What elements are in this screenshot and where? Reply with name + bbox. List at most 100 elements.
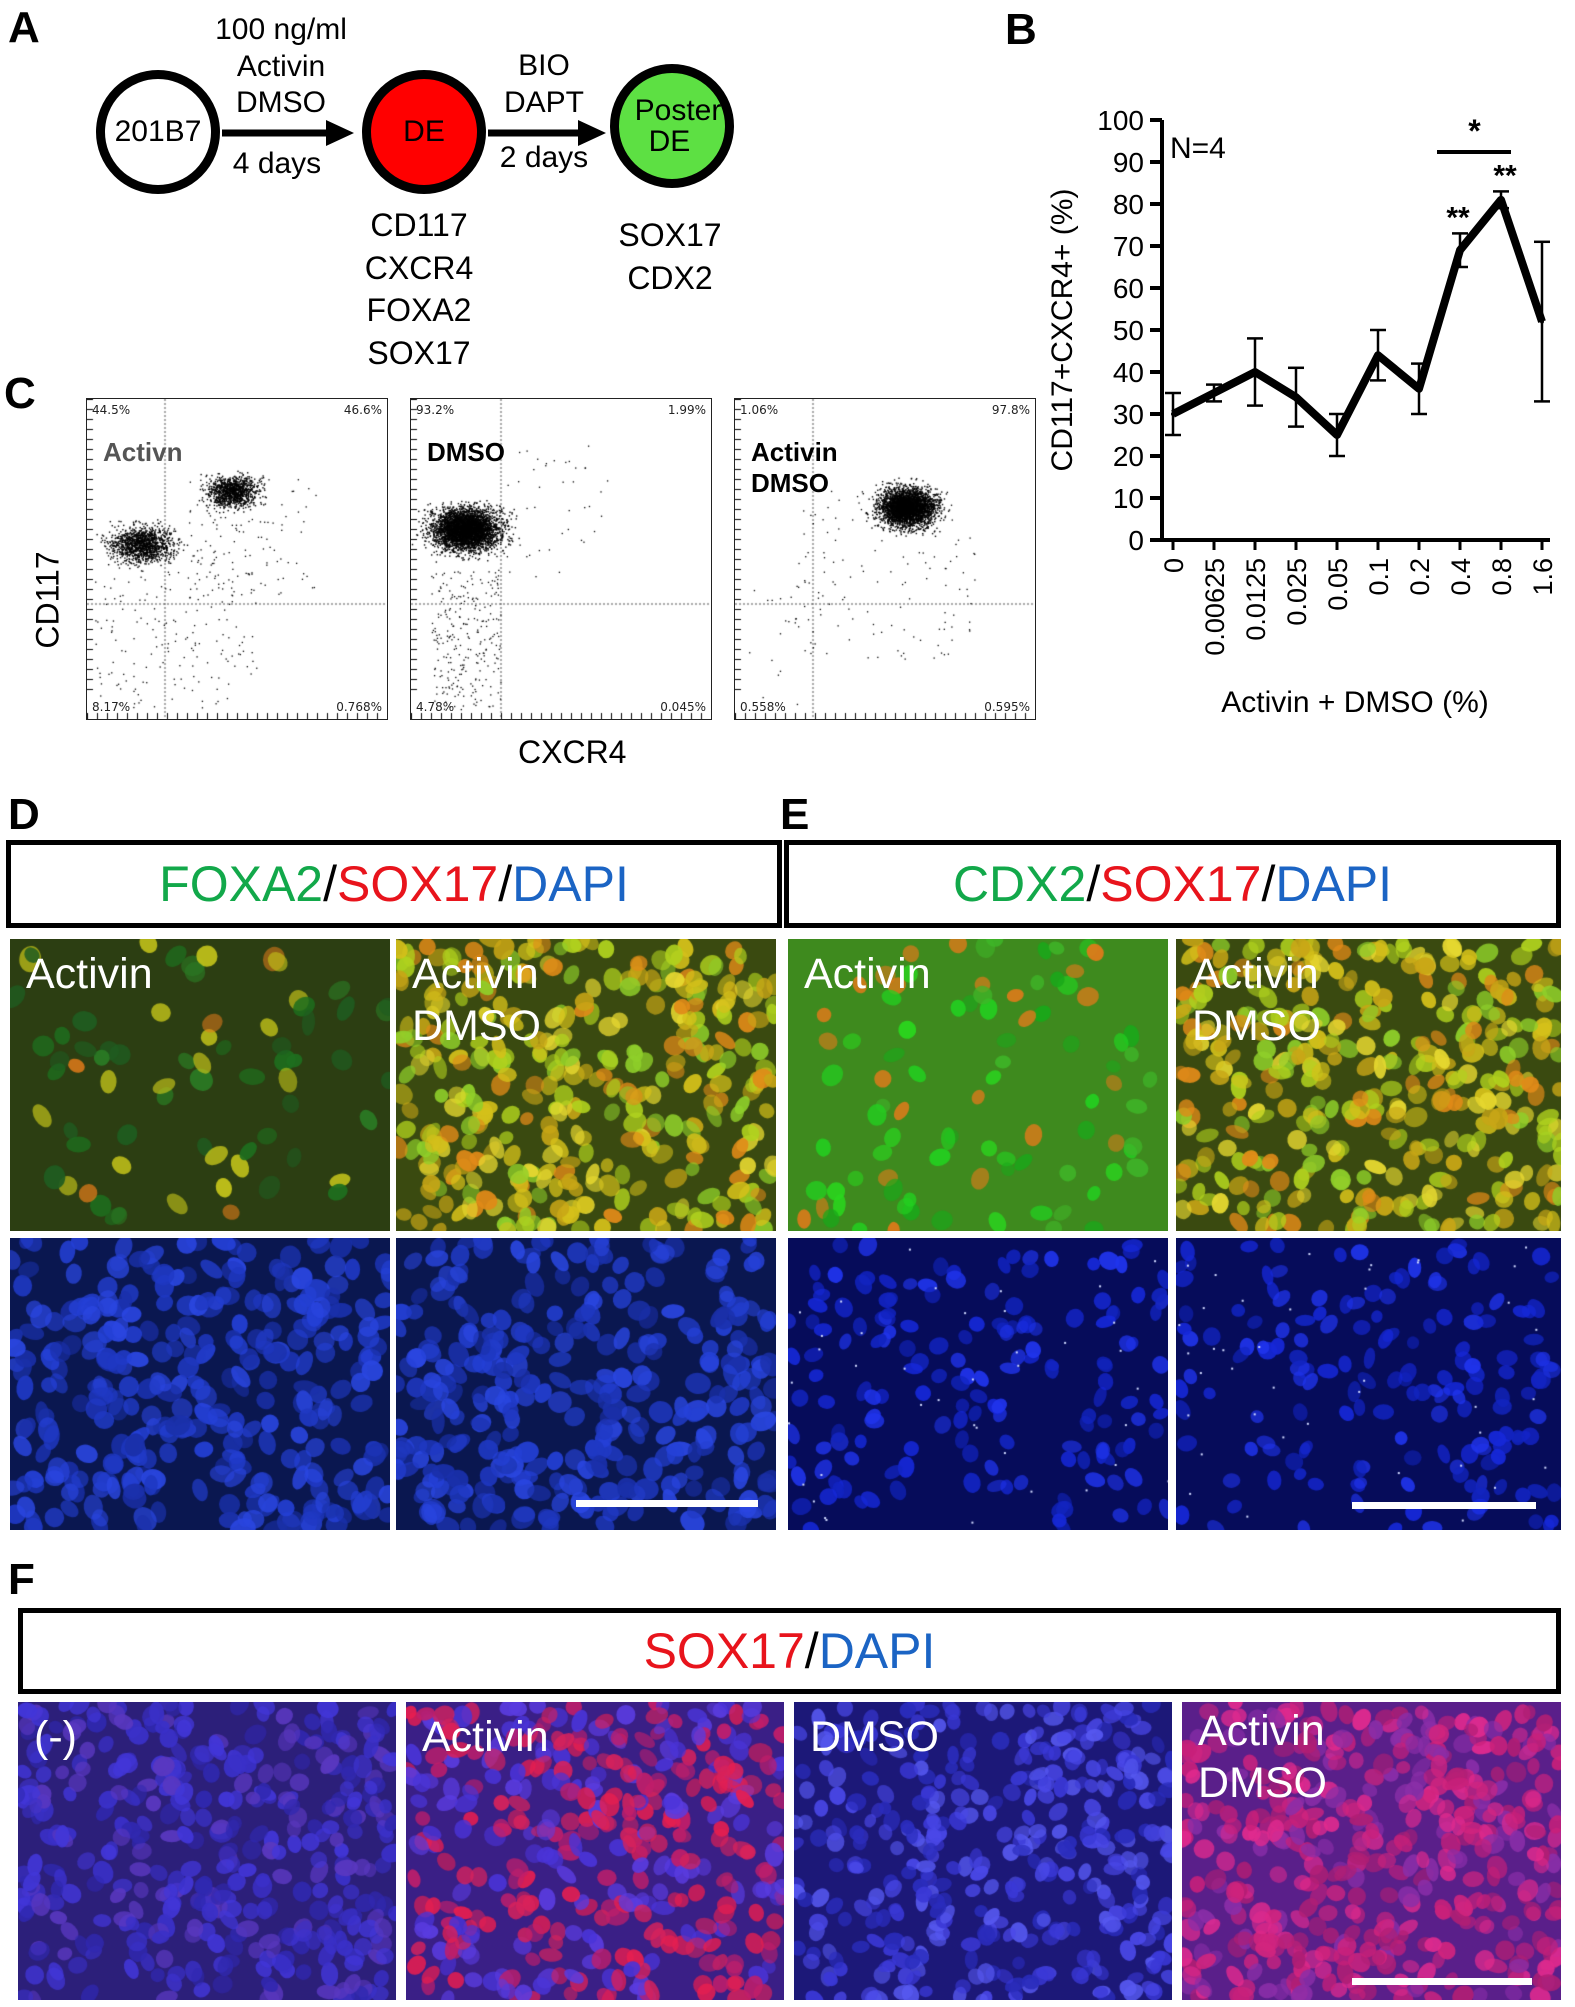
header-sep: / <box>1086 856 1101 912</box>
poster-node-line2: DE <box>648 125 691 158</box>
micrograph-merge: Activin <box>10 939 390 1231</box>
header-dapi: DAPI <box>818 1623 936 1679</box>
arrow-2-icon <box>488 120 606 146</box>
x-tick-label: 0.1 <box>1364 558 1394 596</box>
cell-field <box>10 939 390 1231</box>
x-tick-label: 1.6 <box>1528 558 1558 596</box>
y-tick-label: 20 <box>1113 441 1144 472</box>
step1-days: 4 days <box>232 147 322 180</box>
scale-bar <box>576 1500 758 1507</box>
data-point <box>1294 395 1298 400</box>
micrograph-label: Activin <box>422 1713 549 1761</box>
header-sep: / <box>323 856 338 912</box>
micrograph-label: Activin DMSO <box>1198 1707 1327 1807</box>
de-node-label: DE <box>403 115 445 149</box>
step2-days: 2 days <box>499 141 589 174</box>
x-tick-label: 0.025 <box>1282 558 1312 626</box>
y-tick-label: 40 <box>1113 357 1144 388</box>
header-cdx2: CDX2 <box>952 856 1087 912</box>
micrograph-dapi <box>396 1238 776 1530</box>
micrograph-sox17-dapi: DMSO <box>794 1702 1172 2000</box>
data-point <box>1499 197 1503 202</box>
x-tick-label: 0.8 <box>1487 558 1517 596</box>
micrograph-label: DMSO <box>810 1713 939 1761</box>
arrow-1-icon <box>222 120 354 146</box>
header-sox17: SOX17 <box>643 1623 805 1679</box>
panel-d-header: FOXA2/ SOX17/ DAPI <box>6 840 782 928</box>
micrograph-label: Activin DMSO <box>412 950 541 1050</box>
header-sep: / <box>804 1623 819 1679</box>
flow-plot: 44.5% 46.6% 8.17% 0.768% Activn <box>86 398 388 720</box>
quadrant-bottom-left: 8.17% <box>92 700 131 714</box>
step2-line2: DAPT <box>503 85 584 119</box>
micrograph-sox17-dapi: Activin DMSO <box>1182 1702 1561 2000</box>
quadrant-top-left: 93.2% <box>416 403 455 417</box>
panel-label-e: E <box>780 790 810 839</box>
data-point <box>1171 412 1175 416</box>
step1-conditions: 100 ng/ml Activin DMSO <box>196 12 366 122</box>
step2-conditions: BIO DAPT <box>484 48 604 121</box>
data-point <box>1376 353 1380 358</box>
dose-response-chart: 0 10 20 30 40 50 60 70 80 90 100 0 0.00625 0.0125 0.02… <box>1050 105 1558 719</box>
flow-scatter <box>411 399 711 719</box>
panel-label-c: C <box>4 369 36 418</box>
posterior-de-node: Poster DE <box>610 64 734 188</box>
poster-marker: CDX2 <box>627 259 713 296</box>
quadrant-bottom-left: 4.78% <box>416 700 455 714</box>
data-point <box>1417 386 1421 391</box>
cell-field <box>1182 1702 1561 2000</box>
x-tick-label: 0.0125 <box>1241 558 1271 641</box>
header-sep: / <box>1261 856 1276 912</box>
de-markers: CD117 CXCR4 FOXA2 SOX17 <box>344 204 494 374</box>
quadrant-bottom-right: 0.768% <box>336 700 382 714</box>
data-point <box>1253 370 1257 374</box>
de-marker: CD117 <box>370 207 468 243</box>
x-tick-label: 0.2 <box>1405 558 1435 596</box>
y-tick-label: 70 <box>1113 231 1144 262</box>
cell-field <box>396 939 776 1231</box>
series-line <box>1171 195 1546 439</box>
micrograph-merge: Activin DMSO <box>1176 939 1561 1231</box>
micrograph-label: Activin DMSO <box>1192 950 1321 1050</box>
quadrant-top-left: 44.5% <box>92 403 131 417</box>
start-cell-label: 201B7 <box>114 115 202 149</box>
micrograph-merge: Activin <box>788 939 1168 1231</box>
header-sox17: SOX17 <box>1100 856 1262 912</box>
flow-plot: 1.06% 97.8% 0.558% 0.595% Activin DMSO <box>734 398 1036 720</box>
data-point <box>1458 248 1462 253</box>
cell-field <box>10 1238 390 1530</box>
quadrant-bottom-right: 0.595% <box>984 700 1030 714</box>
start-cell-node: 201B7 <box>96 70 220 194</box>
cell-field <box>396 1238 776 1530</box>
y-tick-label: 60 <box>1113 273 1144 304</box>
flow-condition-label: DMSO <box>427 437 505 467</box>
micrograph-dapi <box>788 1238 1168 1530</box>
x-tick-label: 0 <box>1159 558 1189 573</box>
significance-label: ** <box>1493 159 1517 192</box>
scale-bar <box>1352 1502 1536 1509</box>
data-point <box>1335 433 1339 437</box>
panel-f-header: SOX17/ DAPI <box>18 1608 1561 1694</box>
de-marker: SOX17 <box>367 334 471 371</box>
panel-label-f: F <box>8 1555 35 1604</box>
micrograph-label: Activin <box>26 950 153 998</box>
micrograph-label: (-) <box>34 1713 77 1761</box>
poster-marker: SOX17 <box>618 217 722 253</box>
quadrant-top-right: 1.99% <box>667 403 706 417</box>
y-tick-label: 0 <box>1128 525 1144 556</box>
y-tick-label: 50 <box>1113 315 1144 346</box>
x-axis-title: Activin + DMSO (%) <box>1221 686 1489 719</box>
flow-scatter <box>735 399 1035 719</box>
step1-line1: 100 ng/ml <box>215 13 347 46</box>
step1-line3: DMSO <box>236 86 326 120</box>
cell-field <box>1176 939 1561 1231</box>
flow-plot: 93.2% 1.99% 4.78% 0.045% DMSO <box>410 398 712 720</box>
micrograph-label: Activin <box>804 950 931 998</box>
micrograph-sox17-dapi: Activin <box>406 1702 784 2000</box>
flow-condition-label: Activin DMSO <box>751 437 838 499</box>
quadrant-top-left: 1.06% <box>740 403 779 417</box>
cell-field <box>794 1702 1172 2000</box>
poster-node-line1: Poster <box>634 93 722 127</box>
data-point <box>1540 319 1544 324</box>
micrograph-dapi <box>10 1238 390 1530</box>
